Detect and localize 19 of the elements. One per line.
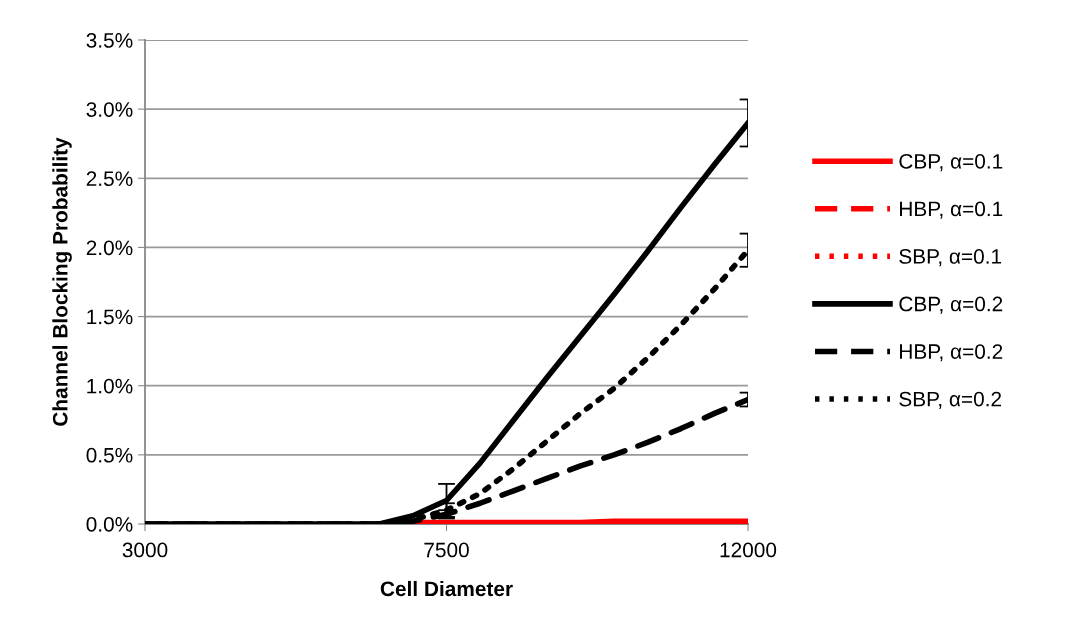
legend-label: HBP, α=0.1 xyxy=(900,201,1003,219)
legend-label: CBP, α=0.1 xyxy=(899,153,1003,172)
x-axis-title: Cell Diameter xyxy=(380,580,513,597)
y-tick-label: 1.0% xyxy=(87,378,133,394)
y-tick-label: 0.5% xyxy=(86,447,133,463)
y-tick-label: 1.5% xyxy=(87,309,133,325)
y-tick-label: 2.0% xyxy=(86,240,133,256)
y-tick-label: 3.5% xyxy=(86,33,133,48)
y-tick-label: 0.0% xyxy=(86,517,133,532)
y-axis-title: Channel Blocking Probability xyxy=(52,137,72,426)
x-tick-label: 12000 xyxy=(720,542,777,558)
y-tick-label: 2.5% xyxy=(86,171,133,187)
legend-label: SBP, α=0.1 xyxy=(899,249,1002,267)
legend-label: SBP, α=0.2 xyxy=(899,391,1002,409)
legend-label: CBP, α=0.2 xyxy=(899,296,1003,314)
y-tick-label: 3.0% xyxy=(86,102,133,117)
x-tick-label: 7500 xyxy=(424,542,469,558)
x-tick-label: 3000 xyxy=(122,542,168,558)
legend-label: HBP, α=0.2 xyxy=(900,344,1003,362)
